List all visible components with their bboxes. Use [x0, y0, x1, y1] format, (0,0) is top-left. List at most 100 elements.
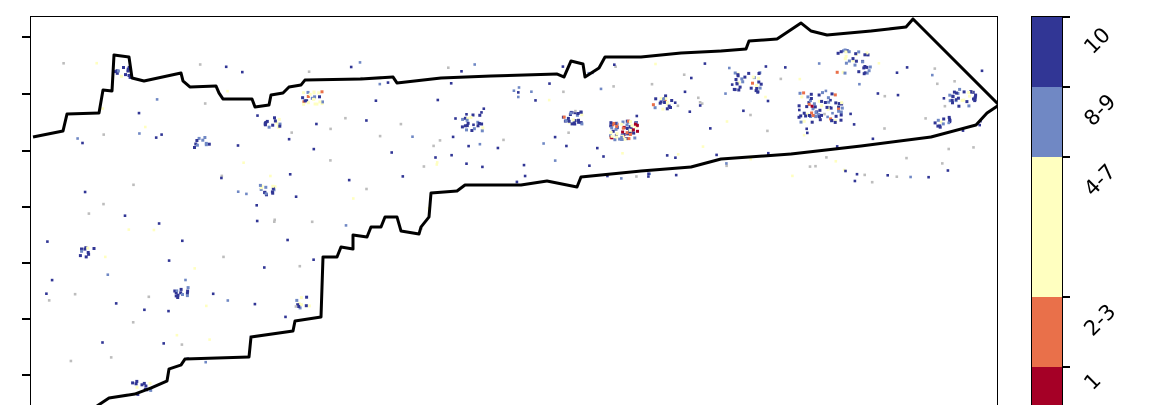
classified-cell	[548, 82, 551, 85]
classified-cell	[814, 115, 818, 119]
classified-cell	[148, 381, 152, 385]
classified-cell	[876, 92, 880, 95]
classified-cell	[463, 116, 467, 120]
classified-cell	[806, 112, 810, 116]
classified-cell	[758, 86, 762, 90]
classified-cell	[841, 70, 845, 74]
classified-cell	[181, 293, 184, 296]
classified-cell	[725, 120, 729, 123]
classified-cell	[69, 359, 73, 363]
classified-cell	[566, 116, 570, 120]
classified-cell	[956, 96, 960, 100]
classified-cell	[472, 123, 475, 127]
classified-cell	[203, 136, 207, 139]
classified-cell	[275, 121, 279, 125]
colorbar-label-1: 1	[1079, 368, 1106, 395]
classified-cell	[767, 151, 770, 155]
classified-cell	[851, 59, 855, 63]
classified-cell	[265, 119, 269, 123]
classified-cell	[480, 129, 484, 133]
classified-cell	[943, 104, 947, 108]
classified-cell	[847, 59, 851, 63]
classified-cell	[476, 124, 480, 128]
classified-cell	[123, 214, 127, 217]
classified-cell	[465, 124, 469, 128]
classified-cell	[176, 293, 180, 297]
classified-cell	[320, 102, 324, 106]
classified-cell	[703, 62, 707, 65]
classified-cell	[122, 66, 125, 69]
classified-cell	[193, 146, 196, 149]
classified-cell	[102, 202, 105, 206]
classified-cell	[432, 144, 435, 148]
classified-cell	[980, 69, 984, 73]
classified-cell	[606, 174, 609, 178]
classified-cell	[811, 107, 815, 111]
classified-cell	[144, 125, 147, 129]
colorbar-tick	[1063, 86, 1070, 88]
classified-cell	[386, 81, 390, 84]
classified-cell	[618, 137, 622, 141]
classified-cell	[570, 122, 574, 126]
classified-cell	[588, 164, 591, 167]
classified-cell	[255, 204, 258, 207]
classified-cell	[612, 121, 616, 125]
classified-cell	[567, 131, 570, 134]
classified-cell	[609, 134, 612, 138]
classified-cell	[820, 113, 823, 117]
classified-cell	[286, 238, 289, 242]
classified-cell	[978, 123, 981, 127]
classified-cell	[757, 72, 761, 75]
classified-cell	[102, 133, 105, 136]
classified-cell	[83, 247, 87, 251]
classified-cell	[115, 71, 119, 75]
classified-cell	[665, 154, 669, 157]
classified-cell	[469, 115, 473, 119]
classified-cell	[805, 105, 809, 109]
classified-cell	[245, 192, 248, 196]
classified-cell	[460, 125, 464, 129]
classified-cell	[270, 190, 274, 194]
classified-cell	[861, 60, 865, 64]
classified-cell	[401, 175, 405, 178]
classified-cell	[635, 175, 638, 178]
classified-cell	[690, 76, 693, 80]
classified-cell	[128, 75, 132, 79]
classified-cell	[277, 117, 281, 121]
classified-cell	[576, 112, 580, 115]
classified-cell	[461, 117, 465, 121]
y-axis-tick	[22, 374, 30, 376]
classified-cell	[625, 131, 629, 135]
classified-cell	[813, 105, 817, 109]
classified-cell	[481, 165, 484, 169]
classified-cell	[135, 385, 139, 389]
classified-cell	[960, 98, 964, 102]
classified-cell	[969, 90, 973, 94]
classified-cell	[160, 133, 163, 136]
colorbar-label-2-3: 2-3	[1079, 299, 1121, 341]
colorbar-label-10: 10	[1079, 22, 1116, 59]
classified-cell	[207, 142, 211, 146]
classified-cell	[295, 298, 299, 302]
map-canvas	[32, 17, 997, 405]
classified-cell	[630, 131, 634, 135]
classified-cell	[306, 95, 310, 98]
classified-cell	[621, 130, 625, 134]
classified-cell	[302, 102, 306, 106]
classified-cell	[478, 142, 482, 146]
classified-cell	[799, 114, 803, 118]
classified-cell	[264, 185, 268, 189]
classified-cell	[927, 175, 930, 179]
classified-cell	[542, 142, 545, 145]
classified-cell	[953, 80, 956, 83]
classified-cell	[194, 142, 198, 146]
classified-cell	[650, 82, 654, 86]
classified-cell	[294, 305, 298, 308]
classified-cell	[877, 62, 881, 65]
classified-cell	[113, 70, 117, 74]
classified-cell	[973, 95, 977, 99]
classified-cell	[124, 73, 127, 77]
classified-cell	[473, 63, 476, 66]
classified-cell	[83, 190, 87, 194]
classified-cell	[802, 119, 806, 123]
